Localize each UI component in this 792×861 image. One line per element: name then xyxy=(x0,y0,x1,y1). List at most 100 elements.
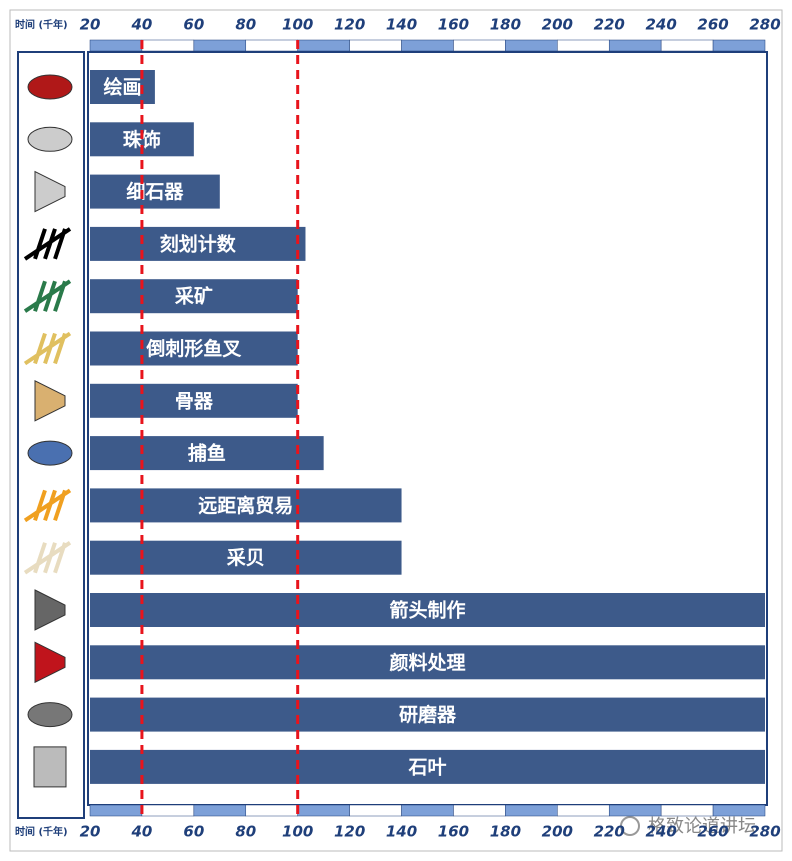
bar xyxy=(90,226,306,261)
icon-shape xyxy=(23,488,72,523)
bar-label: 研磨器 xyxy=(399,703,457,726)
x-axis-label: 时间 (千年) xyxy=(15,18,68,31)
icon-shape xyxy=(27,702,73,728)
row-icon xyxy=(34,170,66,213)
axis-strip xyxy=(608,39,662,52)
bar xyxy=(90,383,298,418)
bar xyxy=(90,174,220,209)
axis-strip xyxy=(608,804,662,817)
icon-shape xyxy=(34,589,66,631)
x-tick-label: 20 xyxy=(80,16,101,34)
axis-strip xyxy=(193,39,247,52)
x-tick-label: 280 xyxy=(749,16,780,34)
bar-label: 骨器 xyxy=(175,390,214,412)
watermark: 格致论道讲坛 xyxy=(648,816,756,837)
row-icon xyxy=(23,488,72,523)
x-tick-label: 60 xyxy=(183,16,204,34)
x-tick-label: 220 xyxy=(594,16,625,34)
bar-label: 细石器 xyxy=(126,180,184,203)
x-tick-label: 200 xyxy=(542,823,573,841)
bar xyxy=(90,331,298,366)
axis-strip xyxy=(453,804,506,817)
x-tick-label: 120 xyxy=(334,16,365,34)
row-icon xyxy=(27,440,73,466)
bar xyxy=(90,645,765,680)
x-tick-label: 140 xyxy=(386,16,417,34)
axis-strip xyxy=(141,804,195,817)
icon-shape xyxy=(27,126,73,152)
x-tick-label: 80 xyxy=(235,823,256,841)
row-icon xyxy=(33,746,67,788)
bar xyxy=(90,697,765,732)
axis-strip xyxy=(712,804,766,817)
bar-label: 绘画 xyxy=(103,76,141,99)
x-tick-label: 260 xyxy=(697,16,728,34)
row-icon xyxy=(23,227,72,261)
x-tick-label: 200 xyxy=(542,16,573,34)
icon-shape xyxy=(23,331,72,366)
axis-strip xyxy=(349,804,402,817)
bar xyxy=(90,593,765,627)
icon-shape xyxy=(27,440,73,466)
axis-strip xyxy=(453,39,506,52)
axis-strip xyxy=(245,804,298,817)
x-tick-label: 180 xyxy=(490,823,521,841)
row-icon xyxy=(27,702,73,728)
bar-label: 珠饰 xyxy=(123,128,161,151)
row-icon xyxy=(27,74,73,100)
icon-shape xyxy=(23,279,72,313)
axis-strip xyxy=(297,39,350,52)
bar-label: 倒刺形鱼叉 xyxy=(145,337,242,360)
x-tick-label: 40 xyxy=(130,823,152,841)
bar-label: 颜料处理 xyxy=(389,651,465,674)
bar-label: 石叶 xyxy=(407,756,446,778)
axis-strip xyxy=(505,804,558,817)
bar xyxy=(90,436,324,471)
icon-shape xyxy=(34,170,66,213)
axis-strip xyxy=(141,39,195,52)
x-tick-label: 160 xyxy=(438,16,469,34)
bar-label: 远距离贸易 xyxy=(198,494,293,517)
icon-shape xyxy=(34,379,66,422)
x-axis-label: 时间 (千年) xyxy=(15,825,68,838)
bar-label: 刻划计数 xyxy=(160,232,237,255)
icon-shape xyxy=(23,541,72,575)
x-tick-label: 240 xyxy=(645,16,676,34)
axis-strip xyxy=(193,804,247,817)
x-tick-label: 120 xyxy=(334,823,365,841)
axis-strip xyxy=(297,804,350,817)
x-tick-label: 60 xyxy=(183,823,204,841)
x-tick-label: 140 xyxy=(386,823,417,841)
axis-strip xyxy=(557,39,610,52)
watermark-icon xyxy=(620,816,640,836)
x-tick-label: 40 xyxy=(130,16,152,34)
axis-strip xyxy=(660,39,714,52)
axis-strip xyxy=(245,39,298,52)
x-tick-label: 160 xyxy=(438,823,469,841)
icon-shape xyxy=(33,746,67,788)
bar-label: 采矿 xyxy=(175,285,213,308)
x-tick-label: 100 xyxy=(282,823,313,841)
bar xyxy=(90,279,298,314)
x-tick-label: 280 xyxy=(749,823,780,841)
row-icon xyxy=(23,541,72,575)
axis-strip xyxy=(349,39,402,52)
x-tick-label: 240 xyxy=(645,823,676,841)
plot-area xyxy=(87,51,768,806)
row-icon xyxy=(27,126,73,152)
x-tick-label: 180 xyxy=(490,16,521,34)
bar-label: 采贝 xyxy=(227,547,265,569)
axis-strip xyxy=(660,804,714,817)
axis-strip xyxy=(712,39,766,52)
axis-strip xyxy=(89,804,143,817)
icon-shape xyxy=(27,74,73,100)
row-icon xyxy=(34,641,66,684)
axis-strip xyxy=(89,39,143,52)
x-tick-label: 100 xyxy=(282,16,313,34)
row-icon xyxy=(34,589,66,631)
row-icon xyxy=(23,279,72,313)
x-tick-label: 20 xyxy=(80,823,101,841)
x-tick-label: 220 xyxy=(594,823,625,841)
bar xyxy=(90,70,155,104)
